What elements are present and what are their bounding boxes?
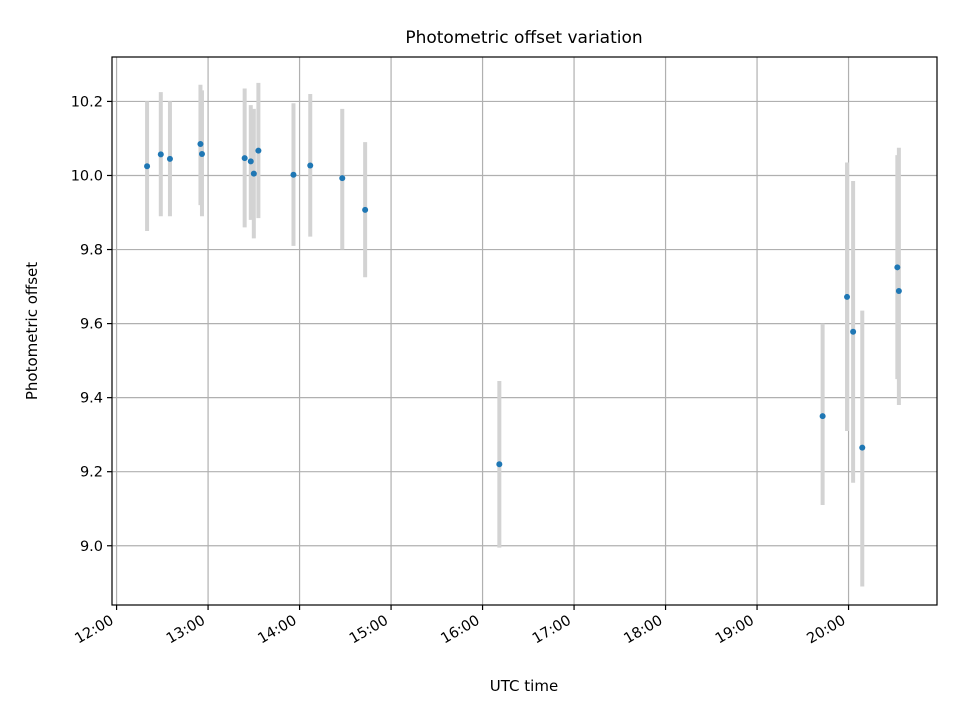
y-tick-label: 10.2	[71, 94, 103, 110]
grid	[112, 57, 937, 605]
data-points	[144, 141, 902, 468]
data-point	[850, 328, 857, 335]
data-point	[290, 171, 297, 178]
data-point	[307, 162, 314, 169]
y-tick-label: 9.0	[80, 539, 103, 555]
chart-title: Photometric offset variation	[405, 28, 642, 48]
data-point	[197, 141, 204, 148]
y-tick-label: 9.2	[80, 465, 103, 481]
data-point	[198, 151, 205, 158]
y-axis-label: Photometric offset	[23, 262, 41, 400]
data-point	[819, 413, 826, 420]
data-point	[894, 264, 901, 271]
data-point	[144, 163, 151, 170]
data-point	[362, 206, 369, 213]
y-tick-label: 9.4	[80, 391, 103, 407]
y-tick-label: 9.8	[80, 243, 103, 259]
data-point	[157, 151, 164, 158]
data-point	[895, 288, 902, 295]
data-point	[339, 175, 346, 182]
data-point	[844, 293, 851, 300]
data-point	[250, 170, 257, 177]
y-tick-label: 9.6	[80, 317, 103, 333]
data-point	[255, 147, 262, 154]
data-point	[241, 155, 248, 162]
y-tick-label: 10.0	[71, 168, 103, 184]
data-point	[166, 155, 173, 162]
data-point	[496, 461, 503, 468]
x-axis-label: UTC time	[490, 677, 558, 695]
plot-frame	[111, 56, 938, 606]
data-point	[247, 158, 254, 165]
data-point	[859, 444, 866, 451]
